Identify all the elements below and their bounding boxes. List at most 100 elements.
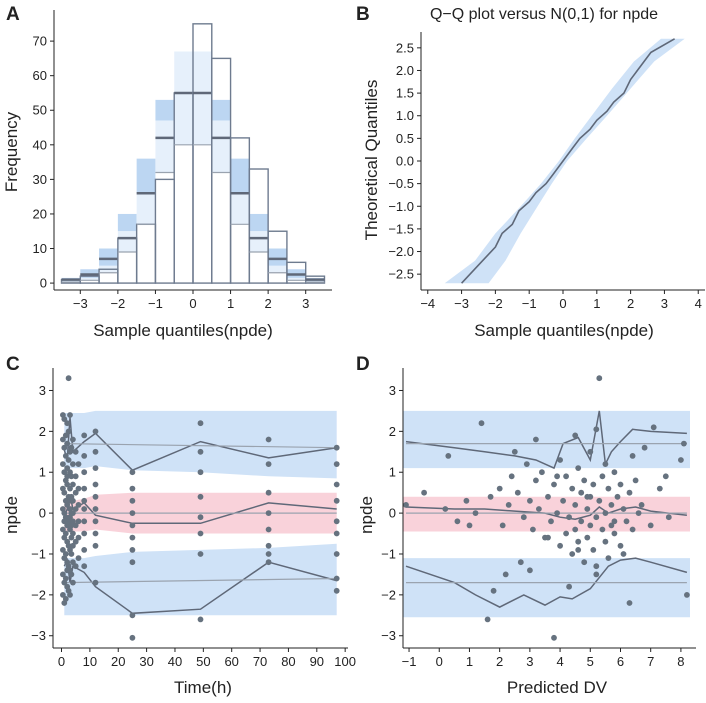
panel-d-point [605, 555, 612, 561]
panel-c-point [62, 514, 69, 521]
panel-d-point [560, 497, 566, 504]
panel-d-point [596, 497, 603, 504]
panel-d-y-tick-label: −1 [381, 546, 396, 561]
panel-c-point [75, 502, 82, 508]
panel-d-point [403, 502, 409, 508]
panel-c-point [265, 436, 272, 443]
panel-d-x-tick-label: 8 [677, 654, 684, 669]
panel-c-point [62, 530, 69, 537]
panel-c-point [67, 412, 73, 418]
panel-d-ylabel: npde [357, 496, 376, 534]
panel-c-point [92, 493, 99, 500]
panel-c-point [70, 579, 76, 586]
panel-d-y-tick-label: 2 [389, 424, 396, 439]
panel-b-x-tick-label: −1 [522, 296, 537, 311]
panel-a-y-tick-label: 40 [33, 137, 47, 152]
panel-d-point [593, 563, 600, 570]
panel-c-point [72, 448, 79, 455]
panel-c-point [81, 469, 88, 476]
panel-c-point [129, 485, 136, 492]
panel-b-confidence-band [444, 38, 685, 284]
panel-d-point [517, 559, 524, 566]
panel-d-point [566, 514, 572, 521]
panel-a-y-tick-label: 10 [33, 241, 47, 256]
panel-b-qq-line [461, 38, 675, 284]
panel-c-point [265, 489, 272, 496]
panel-d-point [554, 473, 560, 480]
panel-d-obs-q05-line [405, 557, 688, 608]
panel-d-point [641, 444, 648, 451]
panel-d-point [665, 514, 672, 521]
panel-d-point [520, 514, 527, 521]
panel-d-point [587, 522, 594, 529]
panel-c-point [64, 481, 71, 488]
panel-a-ref-inner-band [249, 231, 269, 252]
panel-c-point [81, 432, 88, 439]
panel-b-y-tick-label: 0.5 [396, 131, 414, 146]
panel-c-point [333, 444, 340, 451]
panel-d-point [551, 634, 557, 641]
panel-d-y-tick-label: 1 [389, 465, 396, 480]
panel-d-x-tick-label: 7 [647, 654, 654, 669]
panel-b-y-tick-label: −2.0 [388, 244, 414, 259]
panel-d-x-tick-label: 0 [436, 654, 443, 669]
panel-c-point [265, 510, 272, 516]
panel-d-point [454, 518, 461, 525]
panel-d-upper-band [403, 410, 690, 469]
panel-label-c: C [6, 354, 20, 375]
panel-c-y-tick-label: −2 [31, 587, 46, 602]
panel-c-point [72, 473, 79, 480]
panel-c-point [68, 444, 75, 451]
panel-c-point [60, 571, 66, 578]
panel-d-point [578, 489, 585, 496]
panel-c-point [75, 534, 82, 541]
panel-d-point [523, 461, 530, 467]
panel-c-point [70, 481, 76, 488]
panel-a-y-tick-label: 20 [33, 206, 47, 221]
panel-c-point [72, 563, 79, 570]
panel-a-ref-inner-band [286, 277, 306, 281]
panel-d-point [593, 514, 600, 521]
panel-d-point [614, 493, 621, 500]
panel-d-point [545, 534, 551, 541]
panel-d-point [499, 522, 506, 529]
panel-a-y-tick-label: 0 [40, 276, 47, 291]
panel-d-point [684, 592, 690, 598]
panel-d-point [508, 473, 515, 480]
panel-a-bar [154, 178, 175, 284]
panel-d-point [557, 457, 563, 463]
panel-c-point [62, 575, 69, 582]
panel-c-point [81, 530, 88, 537]
panel-c-point [72, 538, 79, 545]
panel-c-point [72, 522, 79, 529]
panel-d-point [490, 587, 497, 594]
panel-d-point [572, 502, 579, 508]
panel-d-x-tick-label: 2 [496, 654, 503, 669]
panel-d-point [533, 477, 539, 484]
panel-d-point [662, 473, 669, 480]
panel-d-x-tick-label: 1 [466, 654, 473, 669]
panel-d-point [593, 426, 600, 433]
panel-b-y-tick-label: 0.0 [396, 154, 414, 169]
panel-c-y-tick-label: 0 [39, 506, 46, 521]
panel-c-point [129, 510, 136, 516]
panel-d-x-tick-label: 6 [617, 654, 624, 669]
panel-d-y-tick-label: 0 [389, 506, 396, 521]
panel-c-point [92, 542, 99, 549]
panel-c-obs-q95-line [63, 417, 337, 472]
panel-label-d: D [356, 354, 370, 375]
panel-c-point [70, 497, 76, 504]
panel-a-ylabel: Frequency [2, 111, 21, 192]
panel-b-y-tick-label: 1.5 [396, 86, 414, 101]
panel-d-point [650, 424, 657, 431]
panel-a-ref-inner-band [80, 277, 100, 281]
panel-c-point [61, 489, 68, 496]
panel-c-xlabel: Time(h) [174, 678, 232, 697]
panel-d-point [681, 440, 687, 447]
panel-d-point [611, 518, 618, 525]
panel-c-point [60, 436, 66, 443]
panel-c-x-tick-label: 70 [253, 654, 267, 669]
panel-c-point [265, 542, 272, 549]
panel-d-point [530, 526, 536, 533]
panel-c-point [197, 616, 204, 623]
